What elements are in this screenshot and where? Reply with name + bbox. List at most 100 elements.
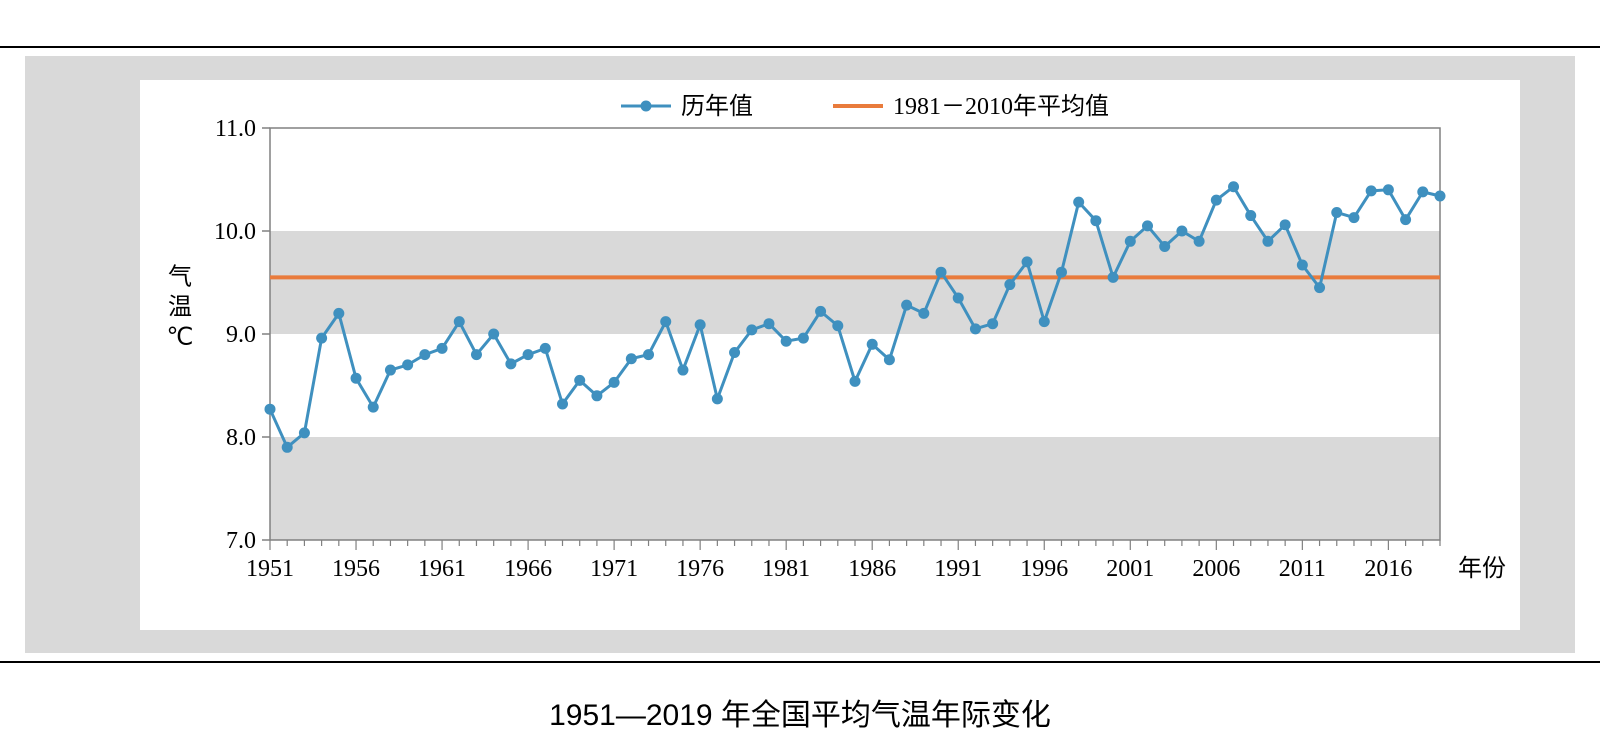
series-marker <box>574 375 585 386</box>
series-marker <box>901 300 912 311</box>
series-marker <box>953 292 964 303</box>
x-tick-label: 2011 <box>1279 556 1326 582</box>
x-tick-label: 1981 <box>762 556 810 582</box>
series-marker <box>884 354 895 365</box>
series-marker <box>867 339 878 350</box>
x-tick-label: 1991 <box>934 556 982 582</box>
x-tick-label: 2016 <box>1364 556 1412 582</box>
series-marker <box>660 316 671 327</box>
series-marker <box>1297 259 1308 270</box>
series-marker <box>1108 272 1119 283</box>
series-marker <box>1056 267 1067 278</box>
series-marker <box>677 365 688 376</box>
series-marker <box>1228 181 1239 192</box>
plot-band <box>270 231 1440 334</box>
series-marker <box>609 377 620 388</box>
y-axis-label: 气 <box>168 264 192 291</box>
series-marker <box>419 349 430 360</box>
y-tick-label: 9.0 <box>226 322 256 348</box>
series-marker <box>729 347 740 358</box>
rule-bottom <box>0 661 1600 663</box>
series-marker <box>282 442 293 453</box>
x-tick-label: 2001 <box>1106 556 1154 582</box>
series-marker <box>1331 207 1342 218</box>
series-marker <box>1366 185 1377 196</box>
x-tick-label: 1966 <box>504 556 552 582</box>
series-marker <box>1400 214 1411 225</box>
x-tick-label: 1976 <box>676 556 724 582</box>
legend-swatch-marker <box>641 101 652 112</box>
series-marker <box>850 376 861 387</box>
series-marker <box>746 324 757 335</box>
series-marker <box>1194 236 1205 247</box>
series-marker <box>368 402 379 413</box>
series-marker <box>488 329 499 340</box>
series-marker <box>437 343 448 354</box>
temperature-chart: 7.0 8.0 9.0 10.0 11.0 1951 1956 1961 1966 1971 197… <box>0 0 1600 749</box>
legend-label: 1981－2010年平均值 <box>893 93 1109 120</box>
series-marker <box>1004 279 1015 290</box>
series-marker <box>781 336 792 347</box>
x-tick-label: 1951 <box>246 556 294 582</box>
series-marker <box>798 333 809 344</box>
x-tick-label: 1956 <box>332 556 380 582</box>
series-marker <box>1417 186 1428 197</box>
y-axis-label: ℃ <box>167 325 194 351</box>
series-marker <box>591 390 602 401</box>
x-tick-label: 1986 <box>848 556 896 582</box>
series-marker <box>1159 241 1170 252</box>
y-tick-label: 7.0 <box>226 528 256 554</box>
y-tick-label: 8.0 <box>226 425 256 451</box>
legend-label: 历年值 <box>681 93 753 120</box>
x-tick-label: 1971 <box>590 556 638 582</box>
page: 7.0 8.0 9.0 10.0 11.0 1951 1956 1961 1966 1971 197… <box>0 0 1600 749</box>
figure-caption: 1951—2019 年全国平均气温年际变化 <box>0 690 1600 734</box>
series-marker <box>557 399 568 410</box>
series-marker <box>1435 190 1446 201</box>
series-marker <box>643 349 654 360</box>
series-marker <box>265 404 276 415</box>
series-marker <box>987 318 998 329</box>
series-marker <box>626 353 637 364</box>
series-marker <box>351 373 362 384</box>
series-marker <box>815 306 826 317</box>
series-marker <box>523 349 534 360</box>
series-marker <box>1211 195 1222 206</box>
series-marker <box>695 319 706 330</box>
series-marker <box>763 318 774 329</box>
series-marker <box>1383 184 1394 195</box>
y-axis-label: 温 <box>168 294 192 321</box>
x-tick-label: 1961 <box>418 556 466 582</box>
y-tick-label: 11.0 <box>215 116 256 142</box>
series-marker <box>454 316 465 327</box>
series-marker <box>970 323 981 334</box>
series-marker <box>1262 236 1273 247</box>
series-marker <box>385 365 396 376</box>
series-marker <box>1090 215 1101 226</box>
series-marker <box>1314 282 1325 293</box>
series-marker <box>832 320 843 331</box>
series-marker <box>505 358 516 369</box>
series-marker <box>316 333 327 344</box>
y-tick-label: 10.0 <box>214 219 256 245</box>
series-marker <box>1280 219 1291 230</box>
series-marker <box>1073 197 1084 208</box>
series-marker <box>712 393 723 404</box>
x-tick-label: 1996 <box>1020 556 1068 582</box>
series-marker <box>540 343 551 354</box>
series-marker <box>1245 210 1256 221</box>
series-marker <box>1176 226 1187 237</box>
series-marker <box>918 308 929 319</box>
series-marker <box>471 349 482 360</box>
series-marker <box>936 267 947 278</box>
series-marker <box>1125 236 1136 247</box>
series-marker <box>333 308 344 319</box>
series-marker <box>1039 316 1050 327</box>
plot-band <box>270 437 1440 540</box>
series-marker <box>1348 212 1359 223</box>
series-marker <box>1142 220 1153 231</box>
series-marker <box>402 359 413 370</box>
x-tick-label: 2006 <box>1192 556 1240 582</box>
series-marker <box>299 427 310 438</box>
series-marker <box>1022 256 1033 267</box>
